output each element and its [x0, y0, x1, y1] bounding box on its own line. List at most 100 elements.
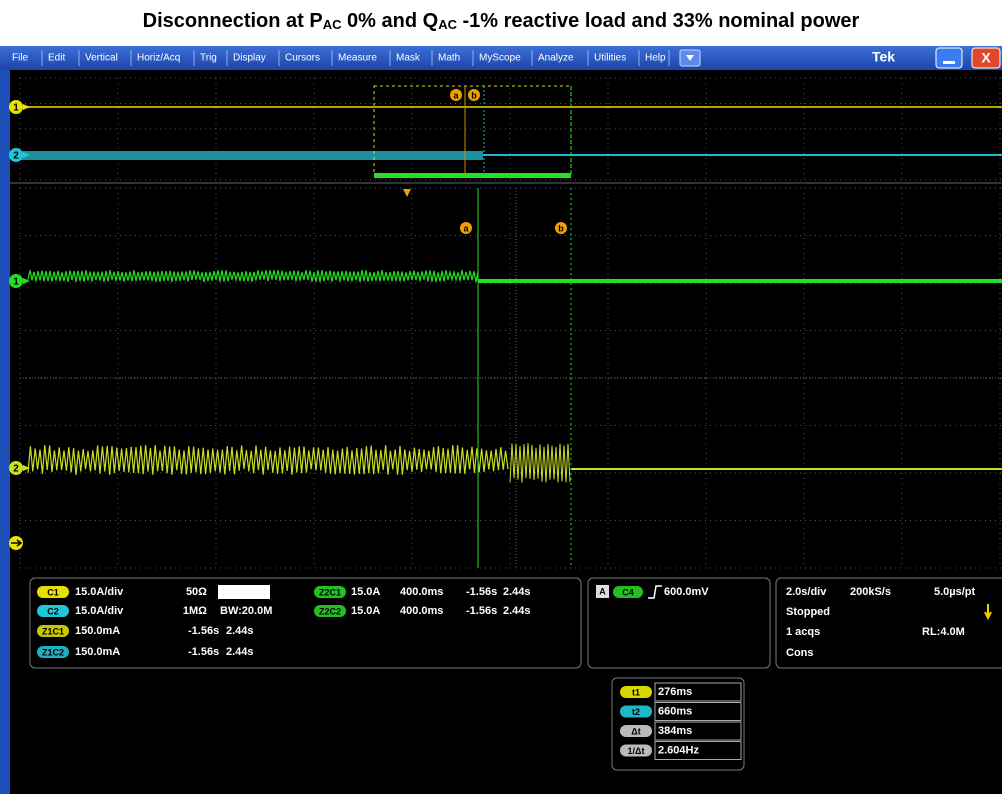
menu-item[interactable]: Analyze	[538, 53, 574, 64]
menu-item[interactable]: File	[12, 53, 29, 64]
channel-arrow	[23, 104, 30, 110]
channel-bandwidth: BW:500M	[220, 586, 269, 598]
zoom-end: 2.44s	[226, 646, 254, 658]
channel-marker-label: 2	[13, 151, 19, 162]
menu-item[interactable]: Display	[233, 53, 266, 64]
trigger-level: 600.0mV	[664, 586, 709, 598]
menu-items: File Edit Vertical Horiz/Acq Trig Display Curs…	[12, 50, 670, 66]
zoom-scale: 150.0mA	[75, 625, 120, 637]
badge-label: t2	[632, 707, 640, 717]
readouts: C1 15.0A/div 50Ω BW:500M C2 15.0A/div 1MΩ BW:20…	[37, 585, 992, 760]
channel-marker-label: 1	[13, 103, 19, 114]
close-button[interactable]	[971, 47, 1001, 69]
ch2-transient	[509, 443, 571, 483]
menu-bar	[0, 46, 1002, 70]
channel-arrow	[23, 465, 30, 471]
record-length: RL:4.0M	[922, 626, 965, 638]
sample-rate: 200kS/s	[850, 586, 891, 598]
badge	[613, 586, 643, 598]
time-per-div: 2.0s/div	[786, 586, 827, 598]
zoom-time: 400.0ms	[400, 586, 443, 598]
zoom-time: 400.0ms	[400, 605, 443, 617]
cursor-label: a	[463, 223, 469, 233]
cursor-value-box	[654, 702, 742, 721]
ch1-wave	[27, 269, 479, 283]
badge-label: Z2C2	[319, 606, 341, 616]
channel-scale: 15.0A/div	[75, 586, 124, 598]
brand-logo: Tek	[872, 49, 895, 65]
badge	[37, 605, 69, 617]
zoom-scale: 15.0A	[351, 586, 380, 598]
channel-marker	[9, 274, 23, 288]
ch2-wave	[27, 445, 509, 476]
cursor-value-box	[654, 721, 742, 741]
badge-label: Z1C2	[42, 647, 64, 657]
menu-item[interactable]: Help	[645, 53, 666, 64]
menu-item[interactable]: Mask	[396, 53, 421, 64]
badge	[314, 605, 346, 617]
acq-indicator	[984, 604, 992, 621]
badge-label: Δt	[631, 726, 640, 736]
menu-item[interactable]: Utilities	[594, 53, 626, 64]
channel-marker	[9, 148, 23, 162]
close-icon: X	[981, 50, 991, 66]
menu-item[interactable]: Horiz/Acq	[137, 53, 180, 64]
channel-bandwidth: BW:20.0M	[220, 605, 272, 617]
minimize-icon	[943, 61, 955, 64]
title-background	[0, 0, 1002, 46]
bandwidth-highlight	[218, 585, 270, 599]
menu-item[interactable]: Math	[438, 53, 460, 64]
channel-termination: 50Ω	[186, 586, 207, 598]
menu-item[interactable]: Trig	[200, 53, 217, 64]
cursor-value: 276ms	[658, 686, 692, 698]
channel-scale: 15.0A/div	[75, 605, 124, 617]
trigger-source: A	[599, 586, 606, 596]
trigger-source-box	[596, 585, 609, 598]
badge	[314, 586, 346, 598]
menu-item[interactable]: Vertical	[85, 53, 118, 64]
zoom-start: -1.56s	[188, 625, 219, 637]
badge-label: 1/Δt	[628, 746, 645, 756]
badge	[620, 686, 652, 698]
badge-label: Z2C1	[319, 587, 341, 597]
title-subscript: AC	[438, 17, 457, 32]
trigger-slope	[648, 585, 662, 599]
title-part: Disconnection at P	[143, 10, 323, 32]
badge	[37, 625, 69, 637]
cursor-label-bg	[450, 89, 462, 101]
cursor-label-bg	[555, 222, 567, 234]
minimize-button[interactable]	[935, 47, 963, 69]
menu-item[interactable]: Edit	[48, 53, 65, 64]
cursor-label: b	[471, 90, 477, 100]
trigger-readout-box	[587, 577, 771, 669]
trigger-level-arrow	[11, 539, 23, 547]
acquisition-state: Stopped	[786, 606, 830, 618]
title: Disconnection at PAC 0% and QAC -1% reac…	[143, 10, 860, 32]
cursor-label: a	[453, 90, 459, 100]
zoom-scale: 15.0A	[351, 605, 380, 617]
trigger-position	[403, 189, 411, 197]
zoom-scale: 150.0mA	[75, 646, 120, 658]
badge	[620, 744, 652, 757]
channel-marker	[9, 461, 23, 475]
zoom-end: 2.44s	[226, 625, 254, 637]
scope-display	[10, 70, 1002, 794]
menu-item[interactable]: MyScope	[479, 53, 521, 64]
channel-termination: 1MΩ	[183, 605, 207, 617]
cursor-value-box	[654, 682, 742, 702]
title-part: 0% and Q	[341, 10, 438, 32]
acquisition-readout-box	[775, 577, 1002, 669]
cursor-value-box	[654, 741, 742, 760]
zoom-start: -1.56s	[466, 586, 497, 598]
menu-item[interactable]: Cursors	[285, 53, 320, 64]
cursor-value: 660ms	[658, 705, 692, 717]
cursor-label-bg	[468, 89, 480, 101]
menu-item[interactable]: Measure	[338, 53, 377, 64]
cursor-value: 384ms	[658, 725, 692, 737]
badge-label: C4	[622, 587, 634, 597]
badge	[620, 705, 652, 718]
badge	[620, 725, 652, 737]
zoom-end: 2.44s	[503, 605, 531, 617]
badge-label: t1	[632, 687, 640, 697]
zoom-bar	[374, 173, 571, 178]
